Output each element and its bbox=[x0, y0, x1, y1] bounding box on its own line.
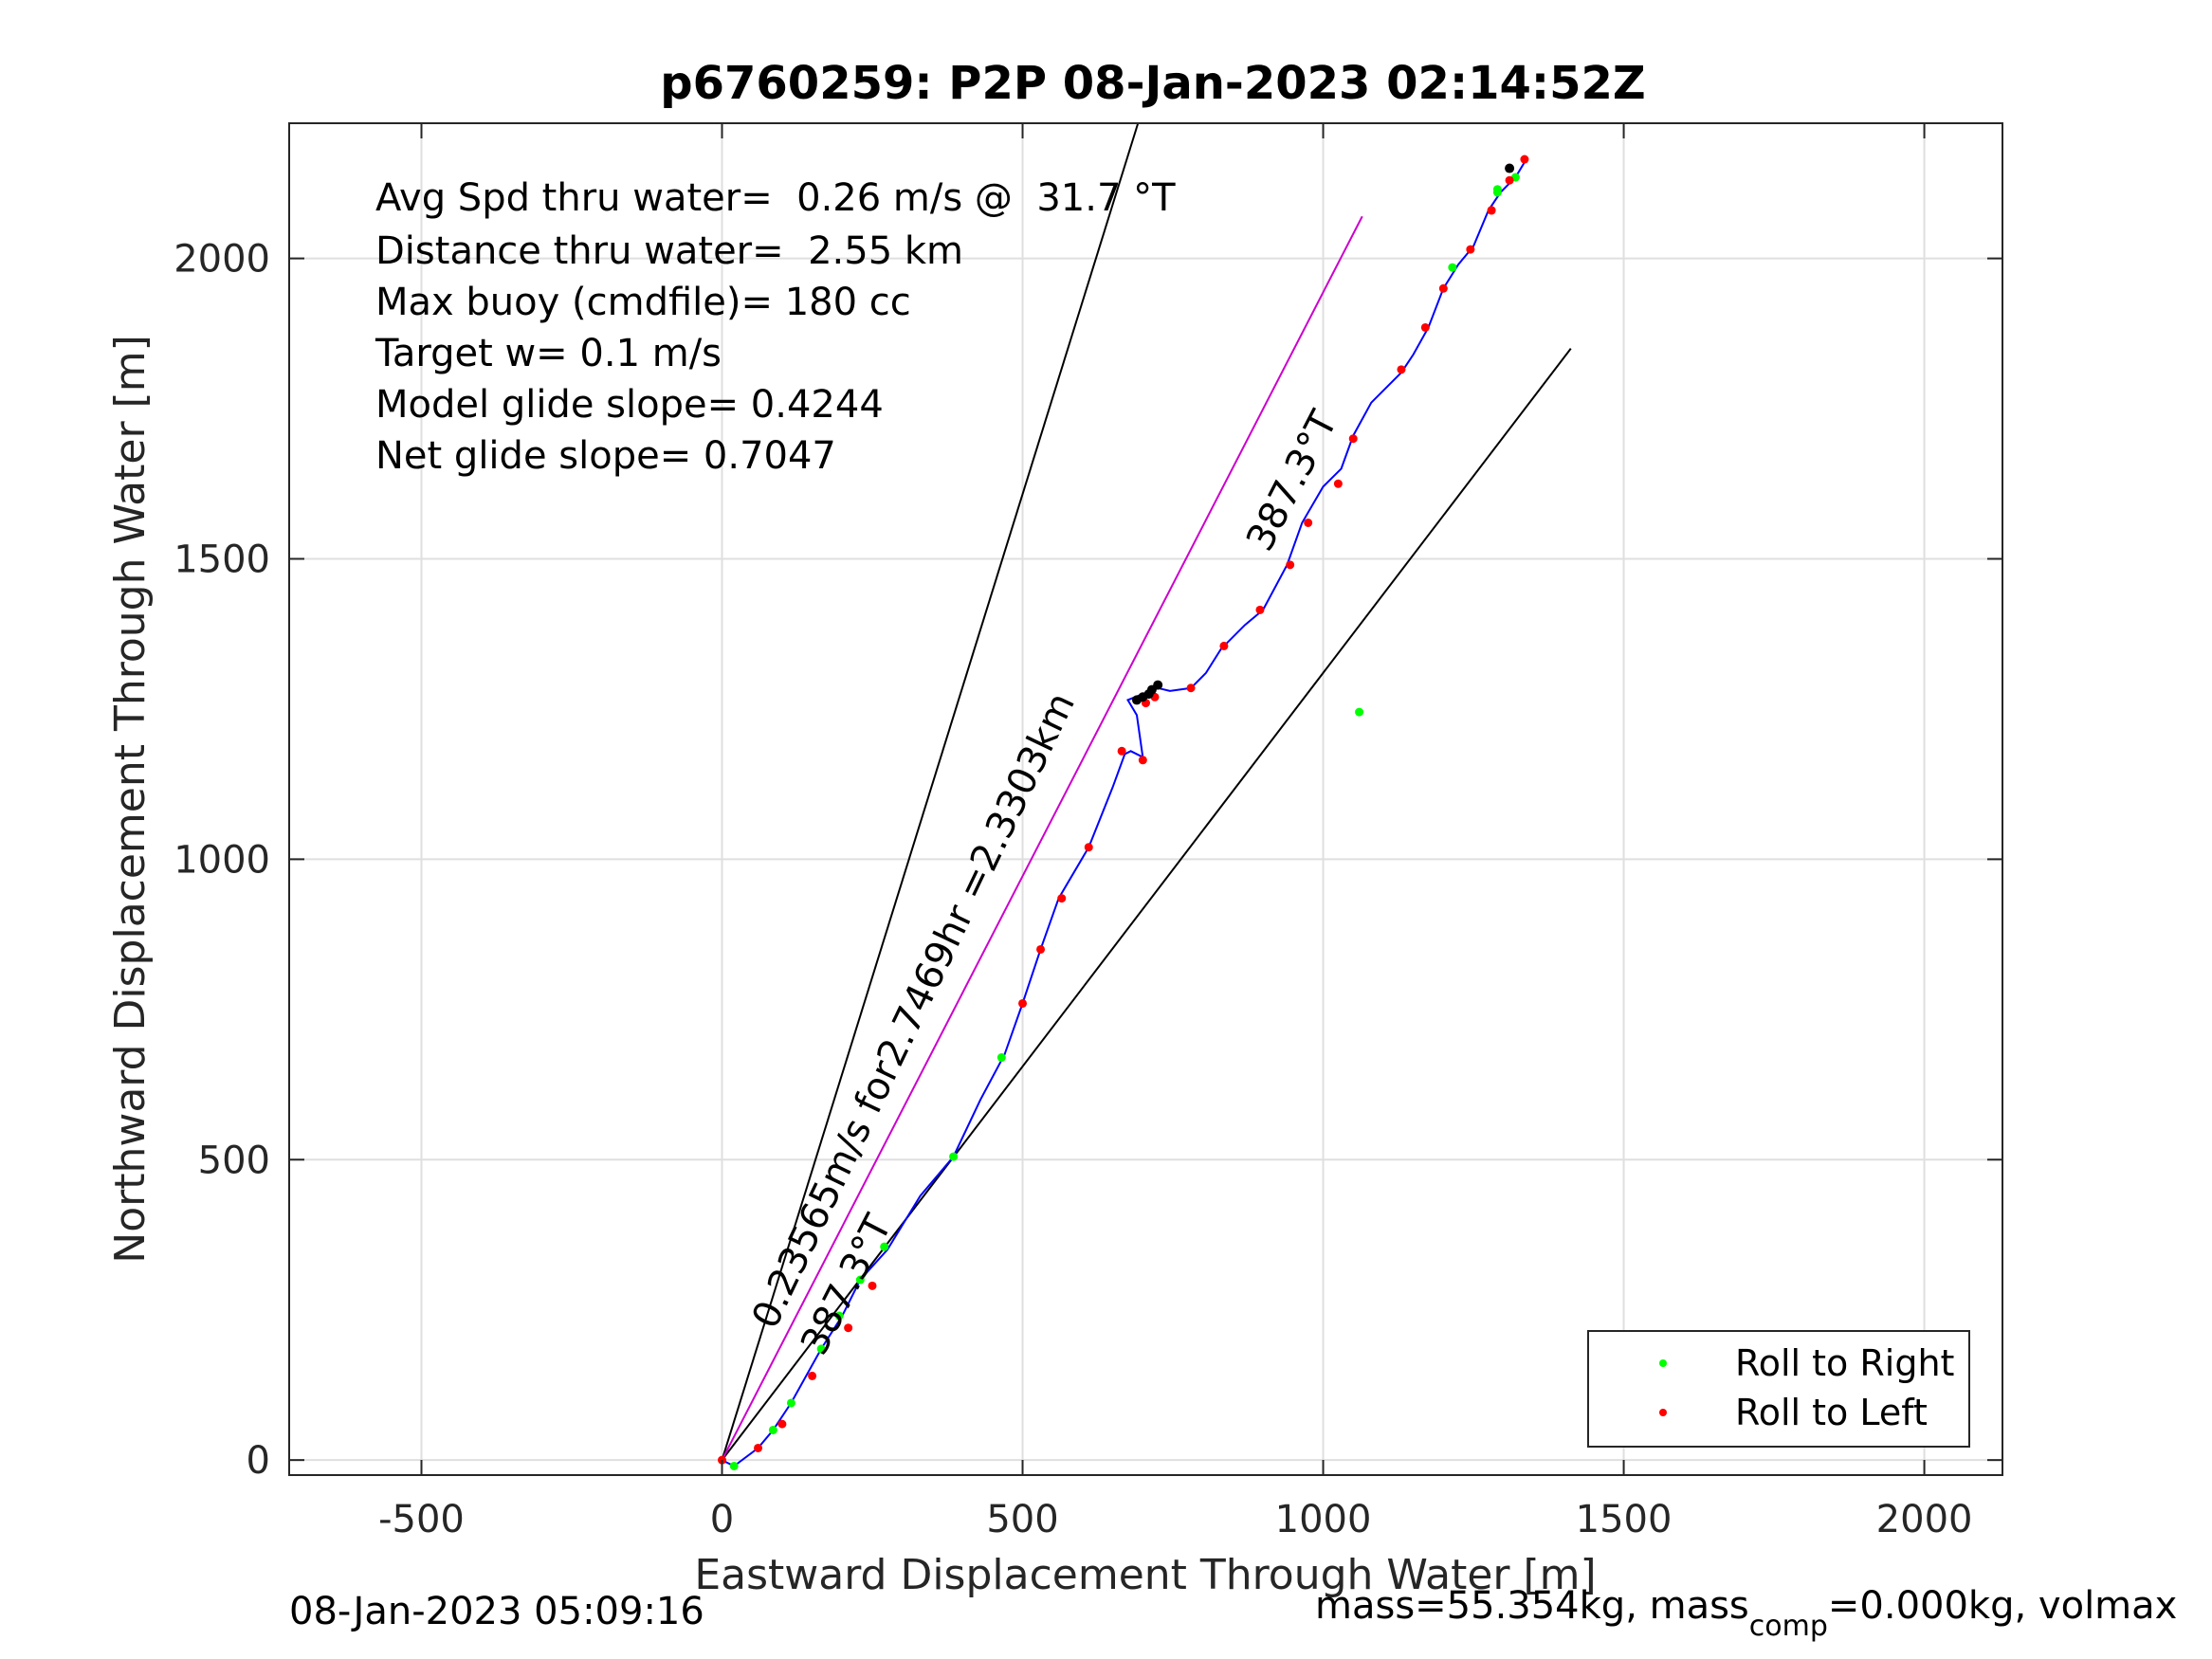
roll-left-point bbox=[1466, 245, 1475, 254]
roll-left-point bbox=[1348, 434, 1358, 444]
footer-timestamp: 08-Jan-2023 05:09:16 bbox=[289, 1590, 704, 1633]
roll-left-point bbox=[1397, 365, 1406, 374]
footer-mass-info: mass=55.354kg, masscomp=0.000kg, volmax bbox=[1315, 1584, 2177, 1643]
roll-left-point bbox=[1286, 560, 1295, 570]
roll-left-point bbox=[1333, 479, 1343, 488]
roll-left-point bbox=[1084, 843, 1093, 852]
roll-left-point bbox=[868, 1281, 877, 1290]
ticks: -500 0 500 1000 1500 2000 0 500 1000 1500 2000 bbox=[174, 123, 2002, 1541]
roll-left-point bbox=[1520, 155, 1529, 164]
roll-left-point bbox=[844, 1323, 853, 1333]
legend-label-right: Roll to Right bbox=[1735, 1342, 1954, 1384]
plot-frame bbox=[288, 122, 2003, 1476]
footer-mass-sub: comp bbox=[1749, 1610, 1828, 1643]
roll-right-point bbox=[1355, 707, 1364, 717]
roll-left-point bbox=[1117, 746, 1126, 756]
roll-left-point bbox=[1018, 998, 1028, 1008]
legend-marker-left bbox=[1659, 1409, 1667, 1416]
roll-right-point bbox=[855, 1275, 865, 1285]
roll-left-point bbox=[1420, 322, 1430, 332]
annotation-block: Avg Spd thru water= 0.26 m/s @ 31.7 °T D… bbox=[375, 176, 1176, 478]
roll-right-point bbox=[768, 1425, 777, 1434]
x-tick-label: 1000 bbox=[1275, 1498, 1372, 1541]
y-axis-label: Northward Displacement Through Water [m] bbox=[106, 335, 155, 1263]
reference-line-heading-line bbox=[721, 215, 1363, 1461]
footer-mass-tail: =0.000kg, volmax bbox=[1828, 1584, 2177, 1628]
x-tick-label: 0 bbox=[710, 1498, 734, 1541]
distance-text: Distance thru water= 2.55 km bbox=[375, 229, 963, 273]
marker-point bbox=[1153, 680, 1163, 690]
x-tick-label: -500 bbox=[378, 1498, 465, 1541]
y-tick-label: 2000 bbox=[174, 238, 270, 282]
net-glide-text: Net glide slope= 0.7047 bbox=[375, 434, 836, 478]
roll-right-point bbox=[834, 1311, 844, 1321]
roll-right-point bbox=[880, 1242, 889, 1251]
legend: Roll to Right Roll to Left bbox=[1587, 1330, 1970, 1448]
roll-left-point bbox=[1255, 605, 1265, 614]
roll-right-point bbox=[1448, 263, 1457, 272]
roll-left-point bbox=[777, 1419, 787, 1429]
roll-left-point bbox=[1057, 894, 1067, 903]
roll-right-point bbox=[1492, 188, 1502, 197]
target-w-text: Target w= 0.1 m/s bbox=[375, 332, 722, 375]
grid bbox=[289, 123, 2002, 1475]
model-glide-text: Model glide slope= 0.4244 bbox=[375, 383, 884, 427]
x-tick-label: 1500 bbox=[1576, 1498, 1673, 1541]
point-layer bbox=[718, 155, 1529, 1470]
footer-mass-main: mass=55.354kg, mass bbox=[1315, 1584, 1749, 1628]
legend-marker-right bbox=[1659, 1359, 1667, 1367]
reference-line-bound-left bbox=[721, 122, 1140, 1461]
roll-left-point bbox=[1219, 641, 1229, 650]
y-tick-label: 500 bbox=[198, 1139, 270, 1182]
x-tick-label: 2000 bbox=[1876, 1498, 1973, 1541]
avg-speed-text: Avg Spd thru water= 0.26 m/s @ 31.7 °T bbox=[375, 176, 1176, 220]
roll-left-point bbox=[808, 1371, 817, 1380]
marker-point bbox=[1505, 163, 1515, 173]
roll-left-point bbox=[1138, 756, 1147, 765]
roll-left-point bbox=[754, 1443, 763, 1452]
chart-title: p6760259: P2P 08-Jan-2023 02:14:52Z bbox=[660, 57, 1645, 110]
roll-right-point bbox=[949, 1152, 959, 1161]
y-tick-label: 1000 bbox=[174, 838, 270, 882]
roll-left-point bbox=[1438, 283, 1448, 293]
x-tick-label: 500 bbox=[986, 1498, 1058, 1541]
y-tick-label: 1500 bbox=[174, 538, 270, 581]
max-buoy-text: Max buoy (cmdfile)= 180 cc bbox=[375, 281, 911, 324]
roll-right-point bbox=[786, 1398, 795, 1408]
legend-label-left: Roll to Left bbox=[1735, 1392, 1928, 1433]
roll-right-point bbox=[816, 1344, 826, 1354]
x-axis-label: Eastward Displacement Through Water [m] bbox=[694, 1551, 1596, 1599]
roll-left-point bbox=[1487, 206, 1496, 215]
roll-right-point bbox=[729, 1461, 739, 1470]
roll-left-point bbox=[1304, 518, 1313, 527]
roll-left-point bbox=[1505, 175, 1514, 185]
roll-left-point bbox=[1036, 944, 1046, 954]
roll-left-point bbox=[1186, 684, 1196, 693]
legend-box bbox=[1587, 1330, 1970, 1448]
roll-right-point bbox=[996, 1053, 1006, 1063]
y-tick-label: 0 bbox=[247, 1439, 270, 1483]
